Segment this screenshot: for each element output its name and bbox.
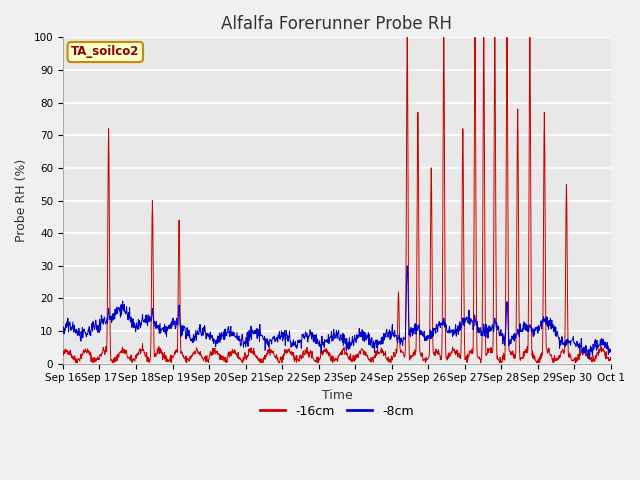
Legend: -16cm, -8cm: -16cm, -8cm <box>255 400 419 423</box>
Y-axis label: Probe RH (%): Probe RH (%) <box>15 159 28 242</box>
Title: Alfalfa Forerunner Probe RH: Alfalfa Forerunner Probe RH <box>221 15 452 33</box>
Text: TA_soilco2: TA_soilco2 <box>71 46 140 59</box>
X-axis label: Time: Time <box>321 389 353 402</box>
